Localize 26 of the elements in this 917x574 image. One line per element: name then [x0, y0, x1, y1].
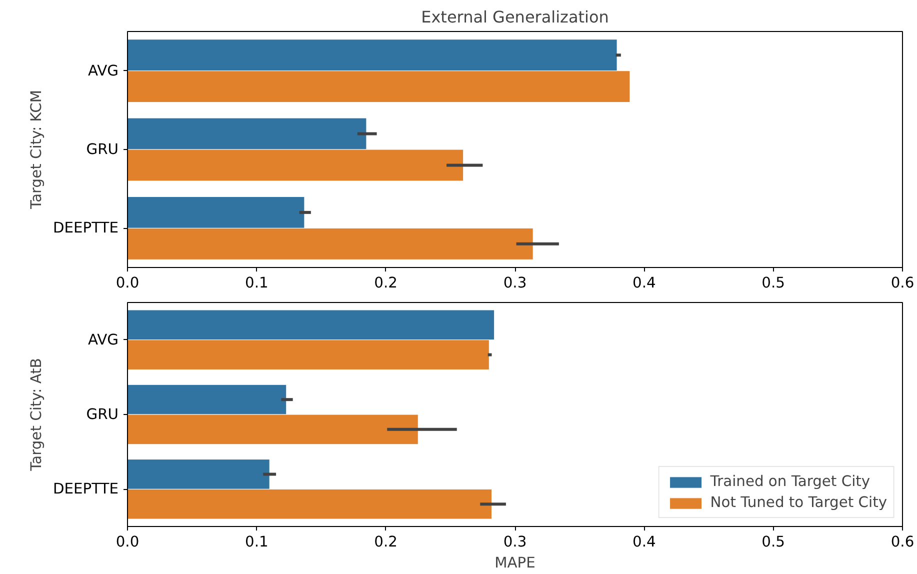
x-tick-label: 0.0	[116, 534, 140, 550]
legend-label: Trained on Target City	[710, 473, 870, 490]
y-tick-label: DEEPTTE	[52, 480, 119, 498]
x-tick-label: 0.5	[762, 534, 785, 550]
y-axis-title: Target City: AtB	[28, 358, 45, 472]
chart-title: External Generalization	[421, 8, 609, 26]
x-tick-label: 0.4	[632, 274, 656, 292]
legend-label: Not Tuned to Target City	[710, 494, 887, 511]
x-tick-label: 0.6	[890, 274, 914, 292]
y-tick-label: AVG	[88, 331, 119, 348]
x-tick-label: 0.1	[245, 274, 268, 292]
y-tick-label: GRU	[86, 141, 119, 158]
y-axis-title: Target City: KCM	[28, 90, 45, 210]
x-tick-label: 0.3	[503, 274, 527, 292]
y-tick-label: AVG	[88, 62, 119, 80]
x-tick-label: 0.6	[890, 534, 914, 550]
y-tick-label: DEEPTTE	[52, 220, 119, 237]
x-tick-label: 0.1	[245, 534, 268, 550]
x-axis-title: MAPE	[494, 554, 536, 572]
x-tick-label: 0.2	[374, 534, 398, 550]
x-tick-label: 0.5	[762, 274, 785, 292]
x-tick-label: 0.0	[116, 274, 140, 292]
x-tick-label: 0.3	[503, 534, 527, 550]
y-tick-label: GRU	[86, 406, 119, 423]
x-tick-label: 0.4	[632, 534, 656, 550]
x-tick-label: 0.2	[374, 274, 398, 292]
